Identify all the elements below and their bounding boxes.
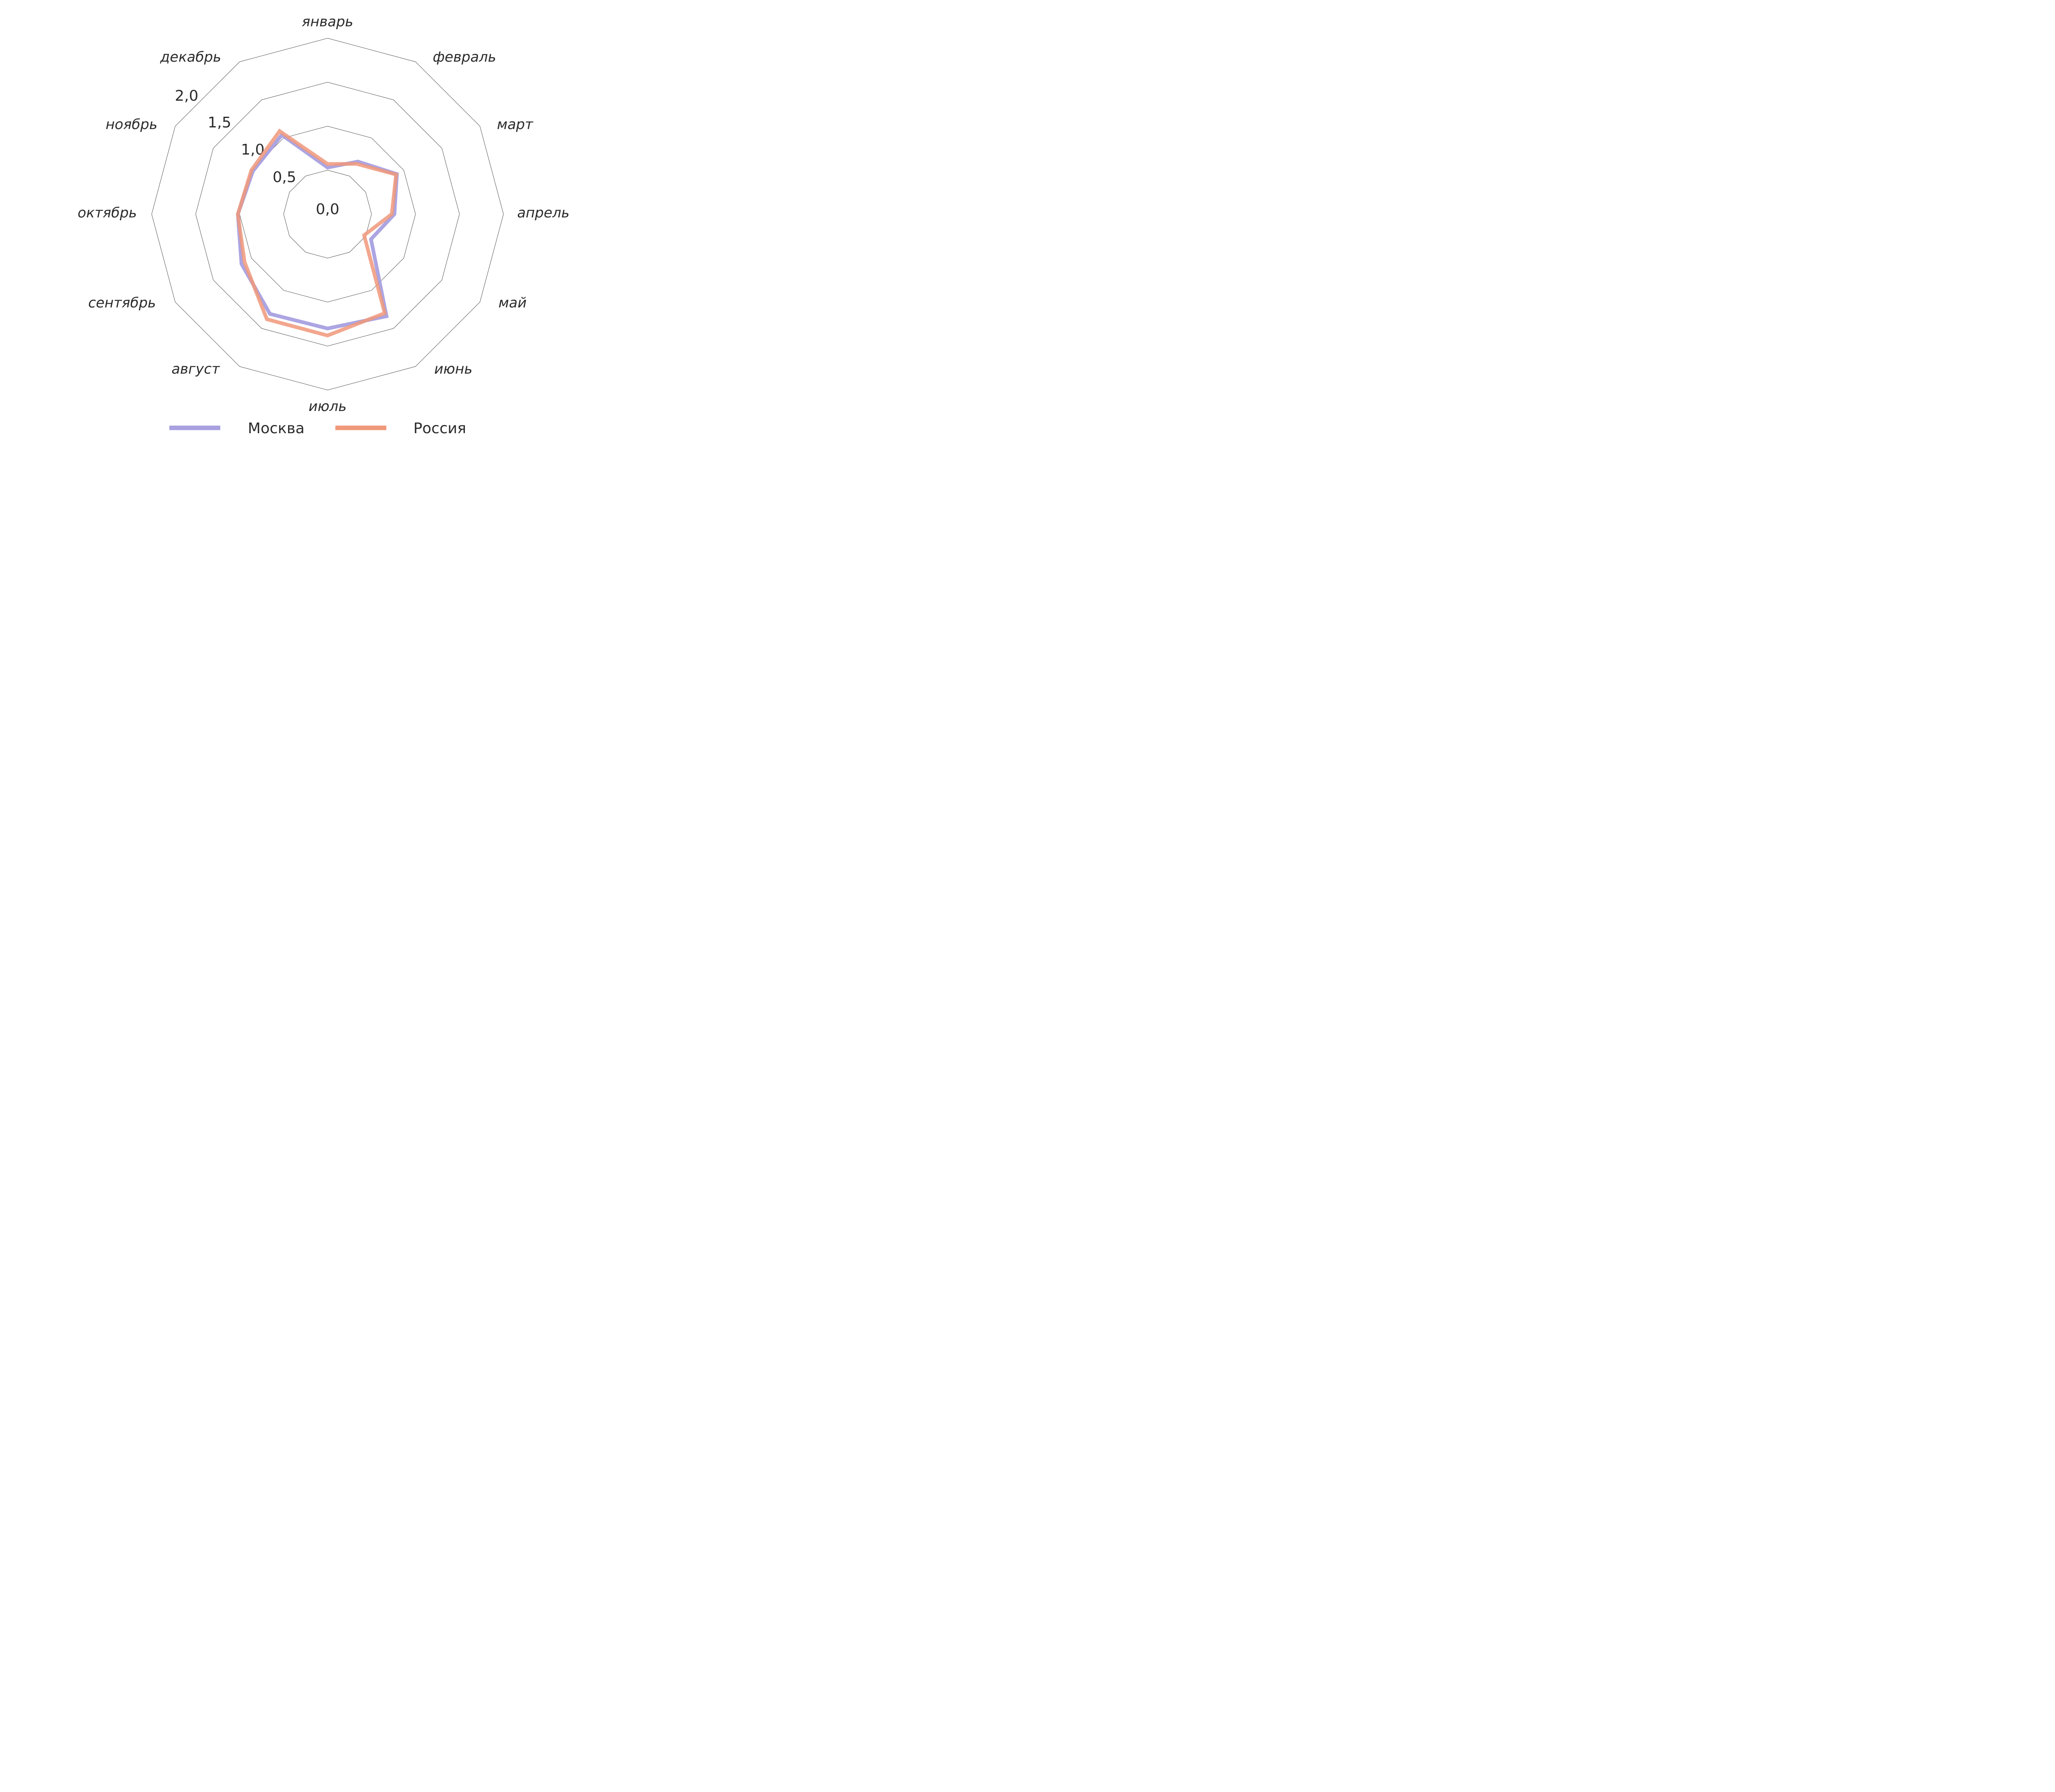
radar-chart: 0,00,51,01,52,0 январьфевральмартапрельм…: [78, 14, 570, 437]
radial-tick-label: 0,0: [316, 201, 339, 218]
month-label: июнь: [434, 361, 473, 377]
grid-ring-3: [195, 82, 460, 346]
radial-tick-labels: 0,00,51,01,52,0: [175, 88, 339, 218]
month-label: август: [171, 361, 220, 377]
legend: Москва Россия: [169, 420, 466, 437]
month-label: октябрь: [78, 205, 137, 221]
radial-tick-label: 1,5: [208, 114, 231, 131]
series-line-2: [236, 128, 398, 338]
month-label: апрель: [517, 205, 569, 221]
data-series: [236, 128, 399, 338]
radial-tick-label: 0,5: [272, 169, 296, 186]
month-label: декабрь: [160, 49, 221, 65]
grid-ring-4: [151, 38, 504, 390]
legend-label: Россия: [413, 420, 466, 437]
legend-label: Москва: [248, 420, 305, 437]
month-label: январь: [302, 14, 353, 30]
grid-ring-1: [283, 170, 372, 259]
month-label: март: [497, 116, 533, 133]
month-label: сентябрь: [88, 295, 156, 311]
month-label: ноябрь: [106, 116, 157, 133]
month-label: май: [499, 295, 527, 311]
month-labels: январь февраль март апрель май июнь июль август…: [78, 14, 570, 415]
radial-tick-label: 2,0: [175, 88, 198, 104]
month-label: февраль: [433, 49, 496, 65]
month-label: июль: [309, 398, 347, 415]
